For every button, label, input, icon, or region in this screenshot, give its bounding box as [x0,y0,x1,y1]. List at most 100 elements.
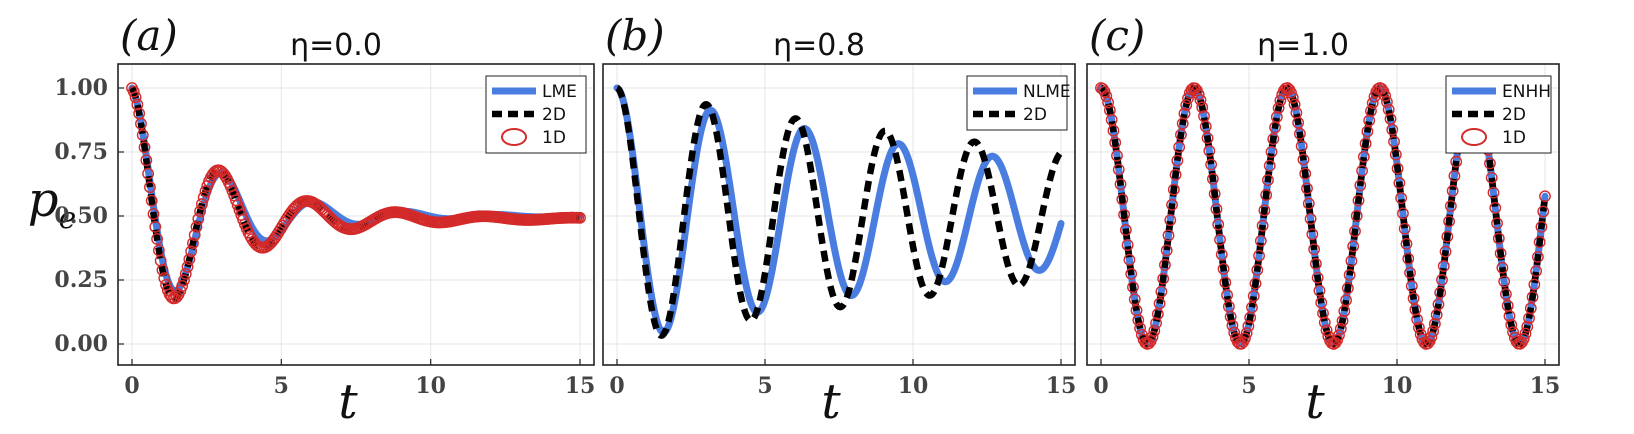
y-tick-label: 1.00 [54,75,108,101]
data-point [1309,257,1322,270]
plot-frame [1086,63,1560,366]
data-point [1162,229,1175,242]
x-tick-label: 15 [1530,373,1561,399]
plot-frame [117,63,595,366]
data-point [1212,218,1225,231]
data-point [1297,153,1310,166]
data-point [127,85,140,98]
series-1d-markers [1095,82,1551,350]
data-point [156,264,169,276]
data-point [176,279,189,292]
data-point [1393,177,1406,189]
data-point [1349,225,1361,238]
data-point [1496,261,1509,274]
data-point [1125,267,1138,280]
data-point [1270,111,1283,123]
data-point [1388,135,1400,148]
data-point [170,291,183,303]
data-point [1299,167,1312,180]
panel-label: (b) [605,11,665,60]
legend-label: NLME [1023,82,1071,102]
data-point [1366,97,1379,109]
data-point [140,154,153,167]
y-tick-label: 0.75 [54,139,108,165]
data-point [1224,310,1237,323]
x-tick-label: 10 [415,373,446,399]
y-tick-label: 0.00 [54,331,108,357]
data-point [1208,187,1221,200]
data-point [1278,84,1290,97]
data-point [1155,285,1168,298]
y-tick-label: 0.25 [54,267,108,293]
data-point [1537,205,1550,218]
data-point [178,274,190,287]
data-point [1180,99,1193,112]
data-point [1308,243,1321,256]
data-point [1166,198,1178,211]
data-point [1413,321,1425,334]
data-point [158,272,171,285]
data-point [197,191,210,204]
data-point [1334,322,1347,335]
plot-area [613,84,1065,339]
data-point [131,98,144,111]
data-point [1102,96,1115,109]
data-point [1134,322,1146,335]
data-point [1272,102,1285,114]
data-point [1436,273,1448,286]
data-point [1240,327,1253,340]
data-point [149,220,162,233]
data-point [1352,194,1365,207]
series-2d-line [614,85,1064,339]
data-point [1365,105,1377,117]
y-axis-label: pe [28,172,77,236]
legend: LME 2D 1D [485,75,587,154]
data-point [1398,222,1411,235]
data-point [1402,252,1415,265]
data-point [1503,310,1516,322]
data-point [1494,247,1507,260]
data-point [1199,120,1212,133]
data-point [1150,317,1162,330]
data-point [1343,269,1356,281]
data-point [1491,217,1503,230]
data-point [1386,123,1399,136]
data-point [271,228,284,241]
data-point [138,141,151,154]
data-point [1107,124,1120,137]
data-point [1221,289,1233,301]
data-point [1253,249,1265,262]
data-point [1306,228,1319,241]
data-point [1100,90,1113,103]
data-point [1226,319,1239,332]
data-point [1375,82,1388,95]
data-point [1397,207,1409,220]
data-point [154,254,167,267]
data-point [1443,215,1455,228]
data-point [1341,282,1354,295]
data-point [1521,320,1534,333]
data-point [1173,141,1186,154]
data-point [1171,154,1184,167]
data-point [1400,237,1413,250]
data-point [185,245,198,258]
data-point [1159,259,1171,271]
data-point [1528,278,1541,291]
data-point [1437,260,1450,272]
data-point [1258,204,1271,217]
legend-swatch [1461,128,1487,146]
panel-title: η=1.0 [1257,28,1349,63]
data-point [1428,317,1441,330]
data-point [151,233,163,245]
data-point [1160,244,1173,257]
data-point [1354,179,1367,192]
data-point [179,267,192,280]
data-point [1487,186,1500,199]
data-point [1531,250,1544,263]
data-point [1167,183,1180,196]
data-point [1302,197,1315,210]
data-point [135,117,147,130]
data-point [1238,332,1251,345]
x-tick-label: 5 [1241,373,1256,399]
